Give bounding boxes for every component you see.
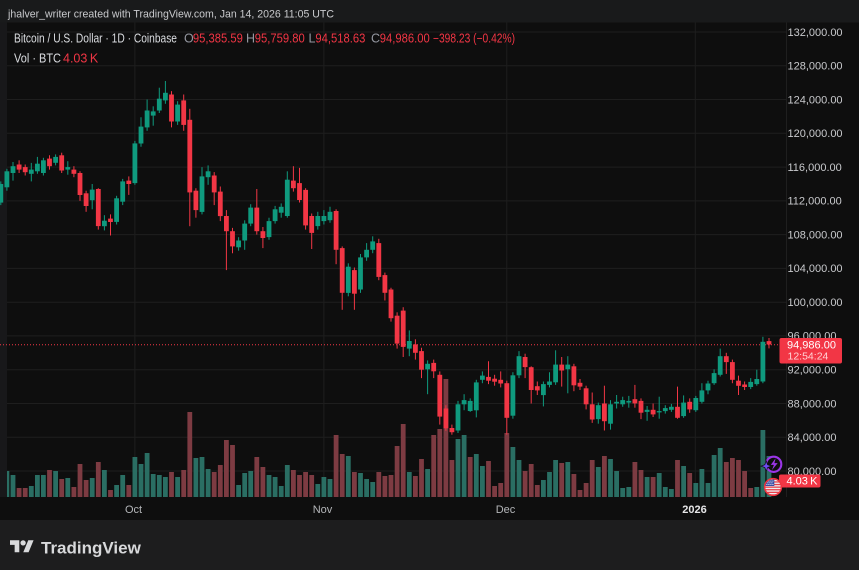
svg-text:95,759.80: 95,759.80 — [255, 32, 305, 46]
svg-text:−398.23 (−0.42%): −398.23 (−0.42%) — [433, 32, 515, 46]
svg-text:94,986.00: 94,986.00 — [380, 32, 430, 46]
svg-text:120,000.00: 120,000.00 — [788, 128, 843, 140]
svg-text:Dec: Dec — [496, 504, 516, 516]
svg-text:108,000.00: 108,000.00 — [788, 229, 843, 241]
svg-text:112,000.00: 112,000.00 — [788, 196, 842, 208]
svg-text:128,000.00: 128,000.00 — [788, 61, 843, 73]
svg-text:L: L — [309, 32, 316, 46]
svg-text:94,986.00: 94,986.00 — [787, 340, 836, 352]
svg-text:Vol · BTC: Vol · BTC — [14, 52, 61, 66]
svg-text:116,000.00: 116,000.00 — [788, 162, 842, 174]
svg-text:2026: 2026 — [682, 504, 706, 516]
svg-text:132,000.00: 132,000.00 — [788, 27, 843, 39]
svg-text:H: H — [246, 32, 255, 46]
svg-text:C: C — [371, 32, 380, 46]
svg-text:12:54:24: 12:54:24 — [788, 351, 829, 363]
svg-text:104,000.00: 104,000.00 — [788, 263, 843, 275]
svg-text:94,518.63: 94,518.63 — [315, 32, 365, 46]
svg-text:100,000.00: 100,000.00 — [788, 297, 843, 309]
svg-text:Bitcoin / U.S. Dollar · 1D · C: Bitcoin / U.S. Dollar · 1D · Coinbase — [14, 32, 177, 46]
svg-text:92,000.00: 92,000.00 — [788, 365, 837, 377]
svg-text:4.03 K: 4.03 K — [787, 476, 819, 488]
svg-text:84,000.00: 84,000.00 — [788, 432, 837, 444]
svg-text:124,000.00: 124,000.00 — [788, 94, 843, 106]
svg-text:4.03 K: 4.03 K — [63, 52, 99, 66]
svg-text:jhalver_writer created with Tr: jhalver_writer created with TradingView.… — [7, 9, 334, 21]
svg-text:TradingView: TradingView — [41, 539, 142, 558]
svg-text:Oct: Oct — [125, 504, 142, 516]
svg-text:95,385.59: 95,385.59 — [193, 32, 243, 46]
svg-text:88,000.00: 88,000.00 — [788, 398, 837, 410]
svg-text:Nov: Nov — [313, 504, 333, 516]
svg-text:O: O — [184, 32, 194, 46]
